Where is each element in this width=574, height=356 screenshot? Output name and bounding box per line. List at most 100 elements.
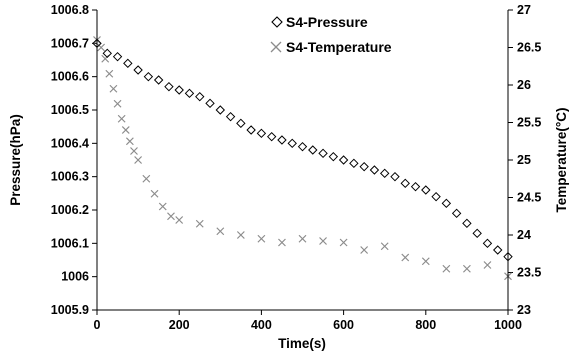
y-left-tick-label: 1006.4	[51, 136, 89, 150]
pressure-point	[400, 178, 410, 189]
legend-pressure-label: S4-Pressure	[286, 14, 368, 30]
pressure-point	[318, 148, 328, 159]
temperature-point	[134, 156, 143, 164]
temperature-point	[142, 174, 151, 183]
temperature-point	[105, 69, 114, 78]
temperature-point	[401, 253, 410, 262]
pressure-point	[328, 151, 339, 162]
x-axis-title: Time(s)	[278, 336, 326, 351]
pressure-point	[503, 251, 513, 262]
y-right-tick-label: 27	[517, 3, 531, 17]
temperature-point	[150, 189, 159, 198]
temperature-point	[195, 219, 204, 228]
temperature-point	[339, 238, 348, 247]
y-left-tick-label: 1006.7	[51, 36, 89, 50]
pressure-point	[225, 111, 236, 122]
temperature-point	[278, 238, 286, 247]
pressure-point	[205, 98, 215, 109]
pressure-point	[266, 131, 277, 142]
pressure-point	[92, 38, 102, 49]
pressure-point	[379, 168, 390, 179]
temperature-point	[216, 227, 225, 236]
y-right-tick-label: 24	[517, 228, 531, 242]
pressure-point	[184, 88, 195, 99]
y-right-tick-label: 24.5	[517, 191, 541, 205]
x-tick-label: 200	[169, 318, 190, 332]
pressure-point	[421, 185, 431, 195]
legend-x-icon	[270, 41, 282, 53]
pressure-point	[493, 245, 503, 255]
legend-temperature-label: S4-Temperature	[286, 39, 392, 55]
y-left-tick-label: 1006.8	[51, 3, 89, 17]
x-tick-label: 800	[415, 318, 436, 332]
pressure-point	[349, 158, 359, 169]
pressure-point	[112, 51, 123, 62]
y-right-ticks: 23 23.5 24 24.5 25 25.5 26 26.5 27	[508, 3, 541, 317]
y-left-tick-label: 1006.3	[51, 170, 89, 184]
pressure-point	[133, 65, 143, 75]
y-right-tick-label: 23.5	[517, 266, 541, 280]
temperature-point	[319, 237, 327, 245]
temperature-point	[121, 126, 130, 134]
pressure-point	[441, 198, 452, 209]
pressure-series	[92, 38, 513, 262]
temperature-point	[117, 114, 126, 123]
pressure-point	[390, 171, 400, 182]
pressure-point	[153, 75, 164, 85]
temperature-point	[421, 257, 430, 266]
pressure-point	[195, 91, 205, 102]
pressure-point	[462, 218, 472, 229]
temperature-point	[298, 234, 307, 243]
pressure-point	[236, 118, 246, 129]
legend-diamond-icon	[271, 16, 283, 28]
x-tick-label: 0	[94, 318, 101, 332]
pressure-point	[297, 141, 308, 152]
pressure-point	[369, 165, 380, 175]
pressure-point	[308, 145, 318, 155]
pressure-point	[215, 105, 226, 115]
pressure-point	[431, 191, 441, 202]
temperature-series	[93, 36, 512, 281]
y-left-tick-label: 1006	[61, 270, 89, 284]
pressure-point	[174, 85, 184, 95]
y-left-tick-label: 1005.9	[51, 303, 89, 317]
y-left-tick-label: 1006.1	[51, 236, 89, 250]
temperature-point	[158, 202, 167, 211]
temperature-point	[125, 137, 134, 146]
pressure-point	[246, 125, 256, 135]
pressure-point	[338, 155, 349, 165]
y-right-tick-label: 26	[517, 78, 531, 92]
y-left-tick-label: 1006.2	[51, 203, 89, 217]
y-left-axis-title: Pressure(hPa)	[8, 114, 23, 206]
legend: S4-Pressure S4-Temperature	[270, 14, 392, 55]
temperature-point	[130, 147, 138, 155]
pressure-point	[410, 181, 421, 192]
y-right-tick-label: 23	[517, 303, 531, 317]
x-tick-label: 600	[333, 318, 354, 332]
temperature-point	[462, 264, 471, 273]
x-ticks: 0 200 400 600 800 1000	[94, 310, 522, 332]
y-right-tick-label: 25	[517, 153, 531, 167]
pressure-point	[359, 161, 369, 172]
pressure-point	[482, 238, 493, 249]
temperature-point	[167, 212, 175, 221]
pressure-point	[451, 208, 462, 219]
temperature-point	[257, 234, 266, 243]
pressure-point	[164, 81, 174, 92]
temperature-point	[113, 99, 122, 108]
x-tick-label: 1000	[494, 318, 522, 332]
y-left-tick-label: 1006.6	[51, 70, 89, 84]
pressure-point	[123, 58, 133, 69]
temperature-point	[442, 264, 451, 273]
temperature-point	[380, 242, 389, 251]
temperature-point	[109, 84, 118, 93]
temperature-point	[360, 246, 369, 254]
pressure-point	[287, 138, 297, 149]
temperature-point	[175, 216, 184, 224]
y-left-ticks: 1005.9 1006 1006.1 1006.2 1006.3 1006.4 1006.5…	[51, 3, 97, 317]
temperature-point	[483, 261, 492, 269]
pressure-point	[143, 71, 154, 82]
pressure-point	[277, 135, 287, 145]
y-right-tick-label: 26.5	[517, 41, 541, 55]
